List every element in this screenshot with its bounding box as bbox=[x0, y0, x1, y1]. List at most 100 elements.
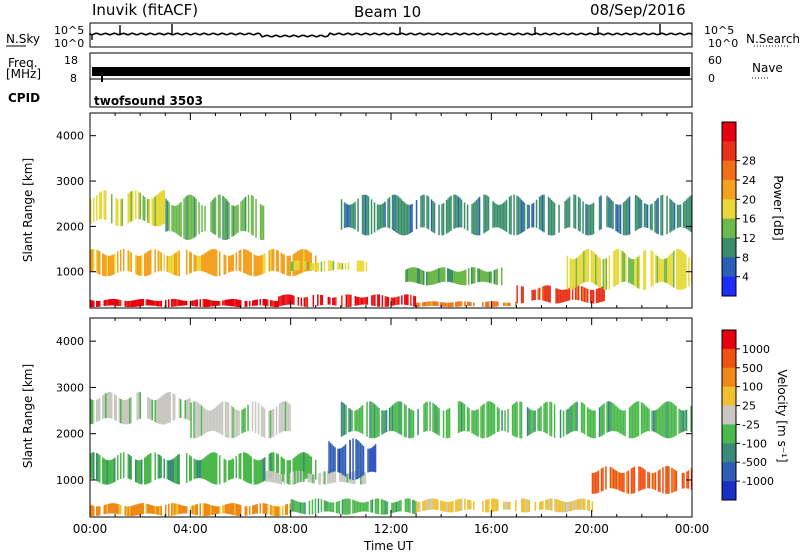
power-cell bbox=[261, 255, 263, 275]
power-cell bbox=[196, 255, 198, 271]
velocity-cell bbox=[377, 498, 380, 515]
power-cell bbox=[231, 255, 233, 272]
velocity-cell bbox=[235, 456, 237, 479]
power-cell bbox=[670, 200, 673, 232]
power-cell bbox=[531, 203, 533, 228]
power-cell bbox=[520, 286, 523, 304]
power-cell bbox=[106, 255, 108, 277]
power-cell bbox=[392, 297, 394, 306]
velocity-cell bbox=[136, 504, 138, 516]
power-cell bbox=[99, 300, 101, 307]
power-cell bbox=[668, 255, 671, 285]
power-cell bbox=[592, 202, 595, 235]
velocity-cell bbox=[594, 472, 597, 494]
power-cell bbox=[429, 301, 432, 306]
power-cell bbox=[338, 262, 341, 270]
power-cell bbox=[463, 202, 466, 229]
velocity-cell bbox=[528, 500, 531, 512]
velocity-cell bbox=[335, 501, 338, 513]
velocity-cell bbox=[130, 506, 132, 517]
power-cell bbox=[187, 194, 190, 240]
velocity-cell bbox=[138, 392, 140, 420]
power-cell bbox=[414, 296, 417, 307]
velocity-cell bbox=[632, 467, 634, 494]
velocity-cell bbox=[139, 392, 141, 419]
velocity-cell bbox=[105, 393, 107, 419]
velocity-cell bbox=[271, 505, 273, 516]
velocity-cell bbox=[283, 458, 285, 483]
velocity-cell bbox=[284, 401, 287, 431]
velocity-cell bbox=[647, 471, 649, 489]
velocity-cell bbox=[135, 504, 137, 516]
power-cell bbox=[486, 301, 489, 308]
velocity-cell bbox=[457, 401, 460, 433]
power-cell bbox=[290, 261, 293, 272]
velocity-cell bbox=[626, 471, 628, 494]
velocity-cell bbox=[672, 468, 675, 493]
power-cell bbox=[522, 286, 524, 303]
power-cell bbox=[171, 255, 173, 274]
power-cell bbox=[538, 287, 541, 300]
velocity-cell bbox=[445, 409, 448, 439]
power-cell bbox=[225, 255, 227, 274]
power-cell bbox=[457, 271, 459, 285]
velocity-colorbar-segment bbox=[722, 481, 736, 501]
velocity-cell bbox=[474, 410, 476, 435]
velocity-cell bbox=[376, 406, 379, 438]
velocity-colorbar-tick-label: 25 bbox=[742, 400, 756, 413]
power-cell bbox=[429, 271, 431, 286]
velocity-cell bbox=[105, 504, 107, 514]
velocity-cell bbox=[602, 467, 604, 491]
power-cell bbox=[562, 289, 565, 303]
velocity-cell bbox=[618, 472, 621, 491]
power-cell bbox=[249, 300, 251, 307]
power-cell bbox=[450, 269, 452, 283]
velocity-cell bbox=[271, 471, 274, 483]
power-cell bbox=[465, 269, 467, 286]
power-cell bbox=[568, 287, 571, 301]
velocity-cell bbox=[177, 503, 179, 515]
velocity-cell bbox=[168, 460, 170, 480]
velocity-cell bbox=[246, 453, 248, 483]
power-cell bbox=[547, 196, 550, 235]
velocity-cell bbox=[341, 499, 344, 515]
velocity-colorbar-segment bbox=[722, 367, 736, 388]
velocity-cell bbox=[652, 410, 655, 432]
velocity-cell bbox=[385, 500, 387, 515]
power-cell bbox=[365, 262, 368, 272]
power-cell bbox=[228, 202, 230, 239]
freq-axis-bottom: 8 bbox=[70, 72, 77, 85]
power-cell bbox=[186, 249, 188, 275]
power-cell bbox=[665, 258, 668, 283]
power-cell bbox=[354, 201, 356, 230]
velocity-cell bbox=[219, 455, 221, 485]
power-cell bbox=[558, 204, 560, 233]
velocity-cell bbox=[148, 453, 150, 484]
velocity-cell bbox=[522, 498, 525, 513]
velocity-cell bbox=[679, 409, 682, 433]
velocity-cell bbox=[654, 472, 657, 491]
power-cell bbox=[454, 271, 456, 284]
power-cell bbox=[120, 300, 122, 307]
velocity-ytick-label: 1000 bbox=[56, 474, 84, 487]
power-cell bbox=[597, 288, 599, 303]
velocity-cell bbox=[570, 406, 572, 433]
power-cell bbox=[447, 198, 449, 233]
velocity-cell bbox=[548, 498, 550, 511]
velocity-cell bbox=[197, 402, 200, 438]
power-cell bbox=[213, 249, 215, 276]
power-cell bbox=[103, 254, 105, 277]
power-cell bbox=[609, 198, 611, 228]
velocity-cell bbox=[205, 503, 207, 516]
power-cell bbox=[623, 252, 626, 282]
velocity-cell bbox=[643, 404, 646, 433]
power-cell bbox=[656, 256, 659, 283]
velocity-cell bbox=[575, 499, 577, 510]
velocity-cell bbox=[540, 501, 543, 510]
power-cell bbox=[427, 196, 430, 230]
power-cell bbox=[199, 299, 201, 307]
power-cell bbox=[501, 203, 503, 230]
velocity-cell bbox=[672, 403, 674, 438]
power-cell bbox=[442, 267, 444, 282]
velocity-cell bbox=[351, 472, 353, 484]
